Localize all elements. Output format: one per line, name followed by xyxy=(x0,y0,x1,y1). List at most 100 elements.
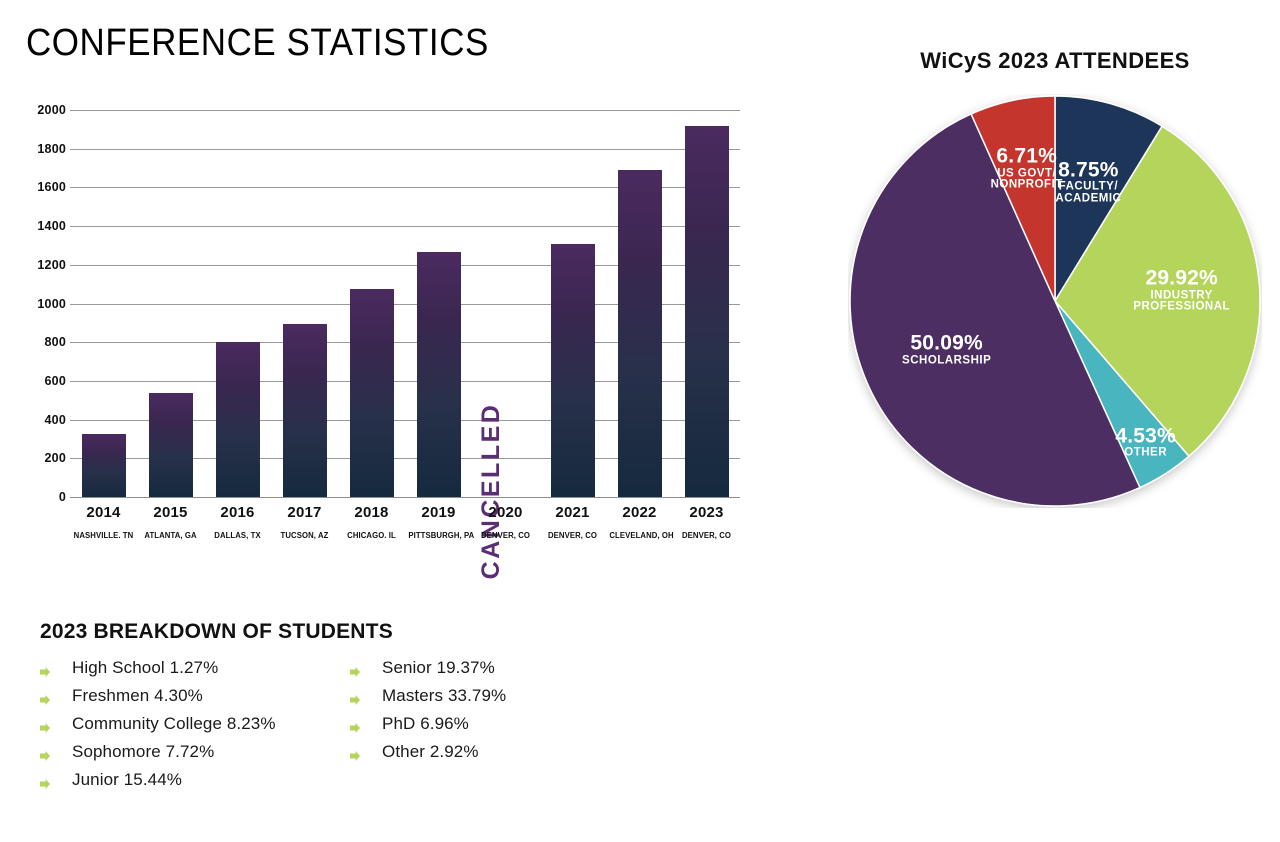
x-axis-category: 2018 CHICAGO. IL xyxy=(338,503,405,543)
bar-slot xyxy=(81,110,126,497)
gridline xyxy=(70,148,740,150)
gridline xyxy=(70,458,740,460)
arrow-bullet-icon xyxy=(350,723,360,733)
x-axis-category: 2019 PITTSBURGH, PA xyxy=(405,503,475,543)
bar-slot xyxy=(416,110,461,497)
x-axis-year-label: 2019 xyxy=(421,504,456,521)
breakdown-item-label: Sophomore 7.72% xyxy=(72,742,215,761)
y-axis-tick-label: 2000 xyxy=(37,103,66,117)
breakdown-item-label: Masters 33.79% xyxy=(382,686,507,705)
breakdown-list-item: Masters 33.79% xyxy=(350,686,660,714)
arrow-bullet-icon xyxy=(40,751,50,761)
pie-slice xyxy=(1054,95,1164,304)
x-axis-city-label: NASHVILLE. TN xyxy=(73,530,134,540)
page-title: CONFERENCE STATISTICS xyxy=(26,22,489,64)
pie-slice xyxy=(849,112,1141,507)
x-axis-year-label: 2018 xyxy=(354,504,389,521)
bar-slot xyxy=(349,110,394,497)
breakdown-list-item: PhD 6.96% xyxy=(350,714,660,742)
breakdown-item-label: PhD 6.96% xyxy=(382,714,469,733)
attendance-bar xyxy=(349,289,394,497)
pie-slice xyxy=(970,95,1056,302)
x-axis-category: 2015 ATLANTA, GA xyxy=(137,503,204,543)
y-axis-tick-label: 800 xyxy=(44,335,66,350)
breakdown-item-label: Senior 19.37% xyxy=(382,658,495,677)
arrow-bullet-icon xyxy=(350,751,360,761)
attendance-bar xyxy=(684,126,729,497)
breakdown-item-label: High School 1.27% xyxy=(72,658,219,677)
attendance-bar xyxy=(81,434,126,497)
x-axis-city-label: DENVER, CO xyxy=(480,530,531,540)
x-axis-city-label: ATLANTA, GA xyxy=(144,530,197,540)
y-axis-tick-label: 400 xyxy=(44,412,66,427)
breakdown-item-label: Junior 15.44% xyxy=(72,770,182,789)
x-axis-year-label: 2022 xyxy=(622,504,657,521)
attendance-bar xyxy=(215,342,260,497)
student-breakdown-section: 2023 BREAKDOWN OF STUDENTS High School 1… xyxy=(40,620,660,798)
x-axis-year-label: 2014 xyxy=(86,504,121,521)
attendance-bar xyxy=(416,252,461,497)
x-axis-year-label: 2017 xyxy=(287,504,322,521)
cancelled-annotation: CANCELLED xyxy=(476,402,505,580)
breakdown-list-item: Senior 19.37% xyxy=(350,658,660,686)
gridline xyxy=(70,342,740,344)
breakdown-columns: High School 1.27% Freshmen 4.30% Community… xyxy=(40,658,660,798)
x-axis-city-label: DENVER, CO xyxy=(681,530,732,540)
bar-slot xyxy=(550,110,595,497)
bar-chart-y-axis: 0 200 400 600 800 1000 1200 1400 1600 1800 2000 xyxy=(0,103,66,510)
x-axis-city-label: DALLAS, TX xyxy=(214,530,261,540)
bar-slot xyxy=(148,110,193,497)
gridline xyxy=(70,187,740,189)
breakdown-item-label: Community College 8.23% xyxy=(72,714,276,733)
breakdown-left-column: High School 1.27% Freshmen 4.30% Community… xyxy=(40,658,350,798)
x-axis-category: 2017 TUCSON, AZ xyxy=(271,503,338,543)
pie-slice xyxy=(1054,125,1261,458)
x-axis-category: 2014 NASHVILLE. TN xyxy=(70,503,137,543)
breakdown-list-item: Freshmen 4.30% xyxy=(40,686,350,714)
x-axis-year-label: 2015 xyxy=(153,504,188,521)
breakdown-title: 2023 BREAKDOWN OF STUDENTS xyxy=(40,620,393,643)
x-axis-year-label: 2016 xyxy=(220,504,255,521)
bar-slot xyxy=(617,110,662,497)
arrow-bullet-icon xyxy=(350,667,360,677)
gridline xyxy=(70,264,740,266)
arrow-bullet-icon xyxy=(350,695,360,705)
x-axis-city-label: DENVER, CO xyxy=(547,530,598,540)
x-axis-city-label: CLEVELAND, OH xyxy=(609,530,674,540)
bar-chart-plot-area: CANCELLED xyxy=(70,110,740,579)
y-axis-tick-label: 600 xyxy=(44,373,66,388)
pie-chart-wrapper: 8.75% FACULTY/ACADEMIC 29.92% INDUSTRY PROFE… xyxy=(848,94,1262,508)
breakdown-list-item: Sophomore 7.72% xyxy=(40,742,350,770)
bar-chart-x-axis: 2014 NASHVILLE. TN 2015 ATLANTA, GA 2016 DALL… xyxy=(70,503,740,549)
pie-chart-svg xyxy=(849,95,1261,507)
axis-baseline xyxy=(70,497,740,498)
y-axis-tick-label: 200 xyxy=(44,451,66,466)
x-axis-category: 2022 CLEVELAND, OH xyxy=(606,503,673,543)
x-axis-city-label: PITTSBURGH, PA xyxy=(408,530,475,540)
gridline xyxy=(70,380,740,382)
breakdown-item-label: Freshmen 4.30% xyxy=(72,686,203,705)
breakdown-list-item: Other 2.92% xyxy=(350,742,660,770)
breakdown-right-column: Senior 19.37% Masters 33.79% PhD 6.96% Othe… xyxy=(350,658,660,798)
bar-slot xyxy=(684,110,729,497)
arrow-bullet-icon xyxy=(40,723,50,733)
x-axis-year-label: 2021 xyxy=(555,504,590,521)
attendance-bar xyxy=(148,392,193,497)
bar-chart-bars: CANCELLED xyxy=(70,110,740,579)
y-axis-tick-label: 0 xyxy=(58,490,66,504)
arrow-bullet-icon xyxy=(40,779,50,789)
x-axis-year-label: 2023 xyxy=(689,504,724,521)
y-axis-tick-label: 1000 xyxy=(37,296,66,311)
attendees-pie-chart-section: WiCyS 2023 ATTENDEES 8.75% FACULTY/ACADEM… xyxy=(830,40,1280,550)
arrow-bullet-icon xyxy=(40,695,50,705)
breakdown-list-item: High School 1.27% xyxy=(40,658,350,686)
y-axis-tick-label: 1200 xyxy=(37,257,66,272)
bar-slot xyxy=(282,110,327,497)
attendance-bar xyxy=(550,243,595,497)
y-axis-tick-label: 1600 xyxy=(37,180,66,195)
breakdown-item-label: Other 2.92% xyxy=(382,742,479,761)
x-axis-city-label: TUCSON, AZ xyxy=(280,530,329,540)
y-axis-tick-label: 1400 xyxy=(37,219,66,234)
x-axis-category: 2021 DENVER, CO xyxy=(539,503,606,543)
